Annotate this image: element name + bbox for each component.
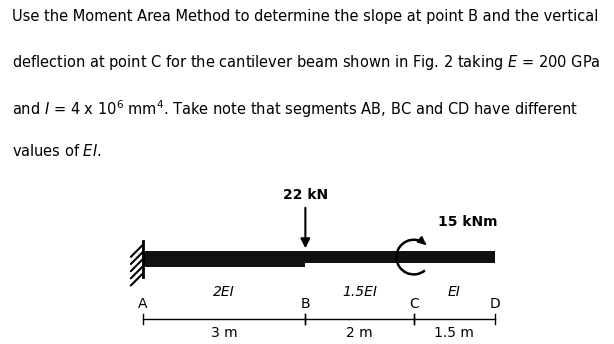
Text: values of $\it{EI}$.: values of $\it{EI}$. xyxy=(12,143,102,159)
Text: C: C xyxy=(409,297,419,311)
Text: 15 kNm: 15 kNm xyxy=(438,215,498,229)
Text: Use the Moment Area Method to determine the slope at point B and the vertical: Use the Moment Area Method to determine … xyxy=(12,9,599,24)
Text: 2 m: 2 m xyxy=(346,326,373,340)
Text: A: A xyxy=(138,297,147,311)
Text: 22 kN: 22 kN xyxy=(283,188,328,202)
Text: 2EI: 2EI xyxy=(213,285,235,299)
Text: 1.5EI: 1.5EI xyxy=(342,285,377,299)
Text: 3 m: 3 m xyxy=(211,326,238,340)
Text: B: B xyxy=(301,297,310,311)
Text: 1.5 m: 1.5 m xyxy=(435,326,475,340)
Text: EI: EI xyxy=(448,285,461,299)
Text: D: D xyxy=(490,297,500,311)
Text: and $\it{I}$ = 4 x 10$^6$ mm$^4$. Take note that segments AB, BC and CD have dif: and $\it{I}$ = 4 x 10$^6$ mm$^4$. Take n… xyxy=(12,98,578,120)
Text: deflection at point C for the cantilever beam shown in Fig. 2 taking $\it{E}$ = : deflection at point C for the cantilever… xyxy=(12,53,601,72)
Bar xyxy=(305,251,495,263)
Bar xyxy=(142,251,305,267)
